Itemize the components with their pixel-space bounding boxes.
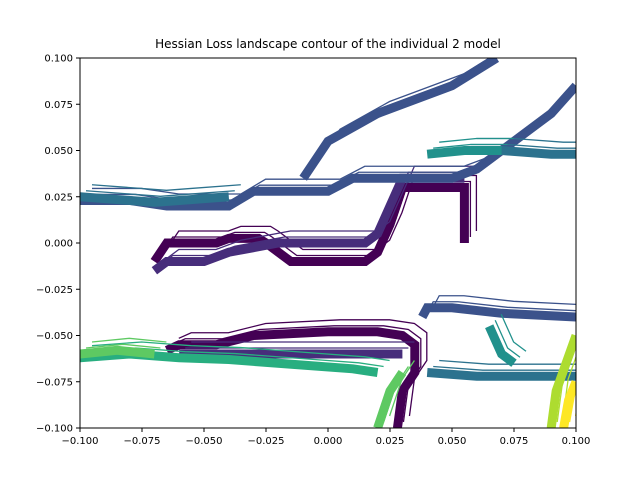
x-tick-label: 0.075 — [500, 436, 529, 447]
contour-line — [382, 366, 409, 423]
contour-line — [314, 58, 491, 167]
plot-frame — [79, 57, 577, 429]
y-tick-label: −0.100 — [36, 424, 73, 435]
contour-line — [92, 86, 576, 195]
contour-line — [433, 365, 576, 371]
y-tick-label: 0.050 — [44, 146, 73, 157]
y-tick-label: −0.075 — [36, 377, 73, 388]
contour-line — [500, 313, 527, 352]
x-axis: −0.100 −0.075 −0.050 −0.025 0.000 0.025 0.050 0… — [61, 428, 590, 447]
contour-line — [568, 388, 576, 423]
x-tick-label: −0.025 — [247, 436, 284, 447]
contour-line — [91, 337, 167, 343]
contour-line — [388, 360, 415, 417]
x-tick-label: −0.050 — [185, 436, 222, 447]
contour-line — [485, 324, 517, 367]
contour-line — [80, 345, 155, 359]
contour-line — [299, 58, 500, 181]
contour-line — [159, 180, 472, 257]
contour-line — [418, 303, 576, 322]
y-tick-label: 0.025 — [44, 192, 73, 203]
contour-line — [80, 192, 230, 207]
contour-line — [91, 341, 390, 362]
plot-area — [80, 58, 576, 428]
contour-line — [426, 368, 576, 381]
contour-line — [556, 344, 576, 423]
x-tick-label: 0.025 — [376, 436, 405, 447]
contour-line — [178, 319, 428, 417]
y-axis: −0.100 −0.075 −0.050 −0.025 0.000 0.025 0.050 0… — [36, 54, 80, 435]
contour-line — [433, 295, 576, 306]
x-tick-label: −0.100 — [61, 436, 98, 447]
contour-line — [494, 319, 521, 358]
x-tick-label: −0.075 — [123, 436, 160, 447]
contour-line — [439, 137, 514, 143]
y-tick-label: −0.050 — [36, 331, 73, 342]
contour-line — [308, 58, 495, 173]
contour-line — [574, 410, 576, 417]
x-tick-label: 0.100 — [562, 436, 591, 447]
contour-line — [85, 343, 161, 349]
x-tick-label: 0.000 — [314, 436, 343, 447]
chart-title: Hessian Loss landscape contour of the in… — [155, 37, 501, 51]
contour-line — [546, 333, 576, 428]
y-tick-label: 0.075 — [44, 100, 73, 111]
contour-line — [426, 146, 502, 159]
contour-line — [172, 325, 422, 423]
contour-line — [433, 143, 508, 149]
contour-line — [559, 380, 576, 428]
contour-line — [427, 301, 576, 312]
contour-line — [373, 369, 407, 428]
y-tick-label: −0.025 — [36, 285, 73, 296]
contour-line — [164, 327, 420, 428]
y-tick-label: 0.000 — [44, 239, 73, 250]
contour-line — [91, 184, 241, 191]
contour-line — [85, 190, 235, 197]
x-tick-label: 0.050 — [438, 436, 467, 447]
y-tick-label: 0.100 — [44, 54, 73, 65]
